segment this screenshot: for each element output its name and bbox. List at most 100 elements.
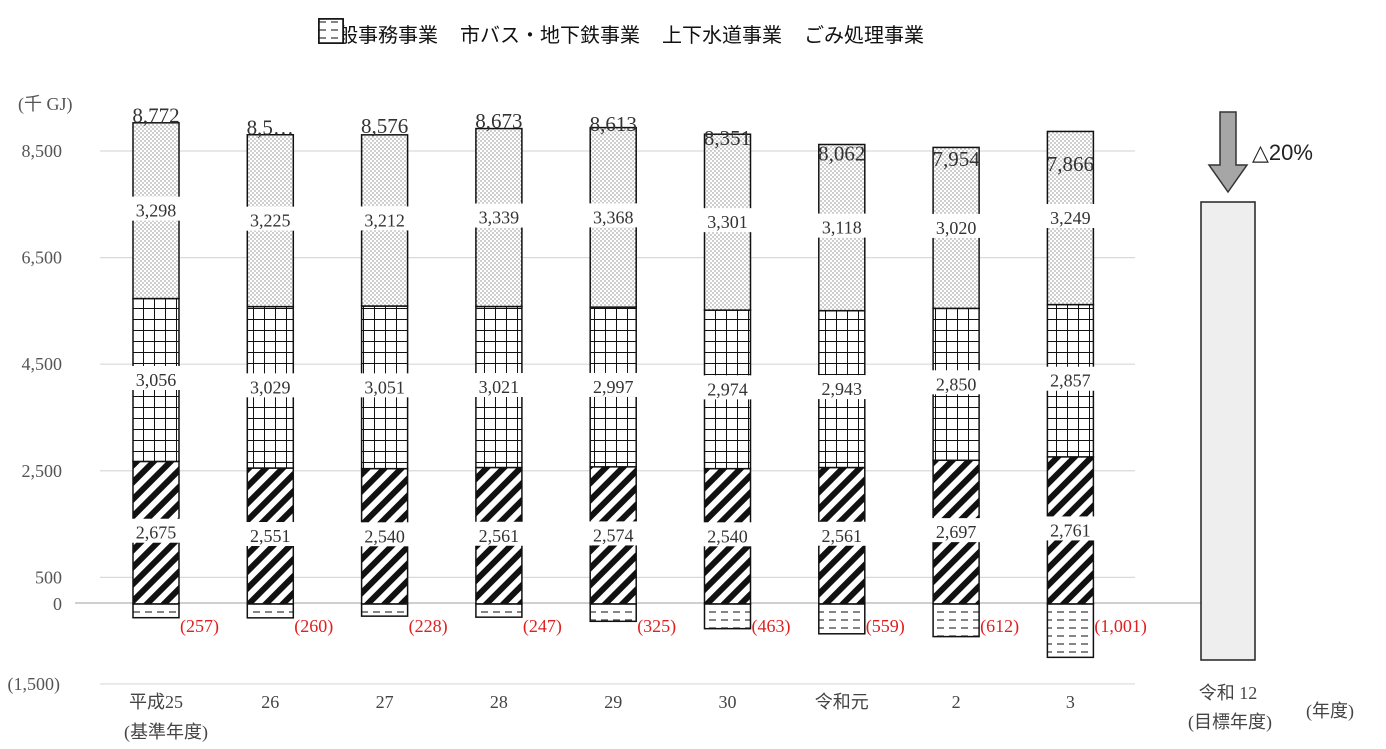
data-label-background xyxy=(466,521,531,546)
chart-legend: 一般事務事業 市バス・地下鉄事業 上下水道事業 ごみ処理事業 xyxy=(318,18,946,48)
total-label: 8,062 xyxy=(818,141,865,165)
data-label-negative: (1,001) xyxy=(1094,616,1147,637)
y-tick-label: 8,500 xyxy=(22,141,63,161)
data-label-negative: (257) xyxy=(180,616,219,637)
bar-segment-negative xyxy=(589,603,637,623)
data-label-background xyxy=(924,518,989,543)
legend-item: ごみ処理事業 xyxy=(318,18,924,48)
x-category-label: 27 xyxy=(376,692,394,712)
bar-segment-negative xyxy=(132,603,180,619)
data-label: 2,551 xyxy=(250,526,291,546)
data-label-background xyxy=(238,373,303,398)
bar-segment-negative xyxy=(703,603,752,630)
data-label-background xyxy=(1038,366,1103,391)
data-label-negative: (228) xyxy=(409,616,448,637)
y-tick-label: 4,500 xyxy=(22,354,63,374)
bar-segment-negative xyxy=(1046,603,1095,659)
y-tick-label: 0 xyxy=(53,594,62,614)
target-bar xyxy=(1200,201,1256,661)
data-label-background xyxy=(809,521,874,546)
total-label: 8,351 xyxy=(704,126,751,150)
data-label: 3,339 xyxy=(479,208,520,228)
y-unit-label: (千 GJ) xyxy=(18,94,73,115)
x-category-label: 2 xyxy=(952,692,961,712)
total-label: 7,954 xyxy=(932,147,980,171)
data-label: 2,850 xyxy=(936,374,977,394)
data-label-background xyxy=(124,518,188,543)
x-category-label: 3 xyxy=(1066,692,1075,712)
data-label-background xyxy=(695,208,760,233)
y-tick-label: (1,500) xyxy=(8,674,61,695)
data-label: 2,561 xyxy=(822,526,863,546)
data-label-background xyxy=(124,366,188,391)
data-label-background xyxy=(466,373,531,398)
data-label-background xyxy=(352,522,417,547)
data-label-negative: (559) xyxy=(866,616,905,637)
data-label-background xyxy=(238,206,303,231)
data-label-negative: (247) xyxy=(523,616,562,637)
legend-label: 上下水道事業 xyxy=(662,24,782,47)
bar-segment-negative xyxy=(360,603,409,617)
x-category-sublabel: (基準年度) xyxy=(124,722,208,743)
data-label-negative: (463) xyxy=(752,616,791,637)
data-label-background xyxy=(809,375,874,400)
data-label: 2,697 xyxy=(936,522,977,542)
total-label: 8,576 xyxy=(361,114,408,138)
data-label: 3,020 xyxy=(936,218,977,238)
x-category-label: 29 xyxy=(604,692,622,712)
x-category-label: 28 xyxy=(490,692,508,712)
x-category-label: 26 xyxy=(261,692,279,712)
data-label-background xyxy=(924,370,989,395)
data-label: 2,857 xyxy=(1050,371,1091,391)
data-label: 3,118 xyxy=(822,218,862,238)
data-label: 3,249 xyxy=(1050,208,1091,228)
data-label: 2,574 xyxy=(593,525,634,545)
data-label: 3,298 xyxy=(136,201,177,221)
y-tick-label: 6,500 xyxy=(22,248,63,268)
bar-segment-negative xyxy=(818,603,866,635)
reduction-arrow-icon xyxy=(1207,111,1249,194)
data-label-negative: (260) xyxy=(294,616,333,637)
bar-segment-negative xyxy=(932,603,980,638)
data-label: 3,021 xyxy=(479,377,520,397)
data-label-background xyxy=(809,213,874,238)
data-label: 2,675 xyxy=(136,523,177,543)
data-label: 2,761 xyxy=(1050,520,1091,540)
legend-swatch xyxy=(318,18,344,44)
bar-segment-negative xyxy=(246,603,295,619)
data-label: 3,029 xyxy=(250,377,291,397)
data-label: 3,301 xyxy=(707,212,748,232)
data-label-background xyxy=(581,372,646,397)
data-label-background xyxy=(352,373,417,398)
data-label: 3,225 xyxy=(250,211,291,231)
data-label: 3,051 xyxy=(364,377,405,397)
data-label-negative: (325) xyxy=(637,616,676,637)
x-category-label: 30 xyxy=(719,692,737,712)
x-category-label: 平成25 xyxy=(129,692,183,712)
data-label-background xyxy=(238,522,303,547)
data-label-background xyxy=(466,203,531,228)
x-axis-unit-label: (年度) xyxy=(1306,701,1354,722)
data-label-background xyxy=(695,375,760,400)
data-label: 2,943 xyxy=(822,379,863,399)
total-label: 8,613 xyxy=(590,112,637,136)
data-label-background xyxy=(581,521,646,546)
data-label-negative: (612) xyxy=(980,616,1019,637)
target-category-label: 令和 12 xyxy=(1199,683,1258,703)
total-label: 8,5… xyxy=(247,116,294,140)
data-label-background xyxy=(1038,204,1103,229)
data-label: 3,056 xyxy=(136,370,177,390)
data-label-background xyxy=(695,522,760,547)
data-label-background xyxy=(124,196,188,221)
legend-label: ごみ処理事業 xyxy=(804,24,924,47)
data-label: 2,997 xyxy=(593,377,634,397)
data-label: 2,540 xyxy=(707,526,748,546)
data-label-background xyxy=(581,203,646,228)
x-category-label: 令和元 xyxy=(815,692,869,712)
target-category-sublabel: (目標年度) xyxy=(1188,712,1272,733)
data-label: 3,368 xyxy=(593,207,634,227)
data-label: 2,561 xyxy=(479,526,520,546)
data-label-background xyxy=(1038,516,1103,541)
legend-label: 市バス・地下鉄事業 xyxy=(460,24,640,47)
